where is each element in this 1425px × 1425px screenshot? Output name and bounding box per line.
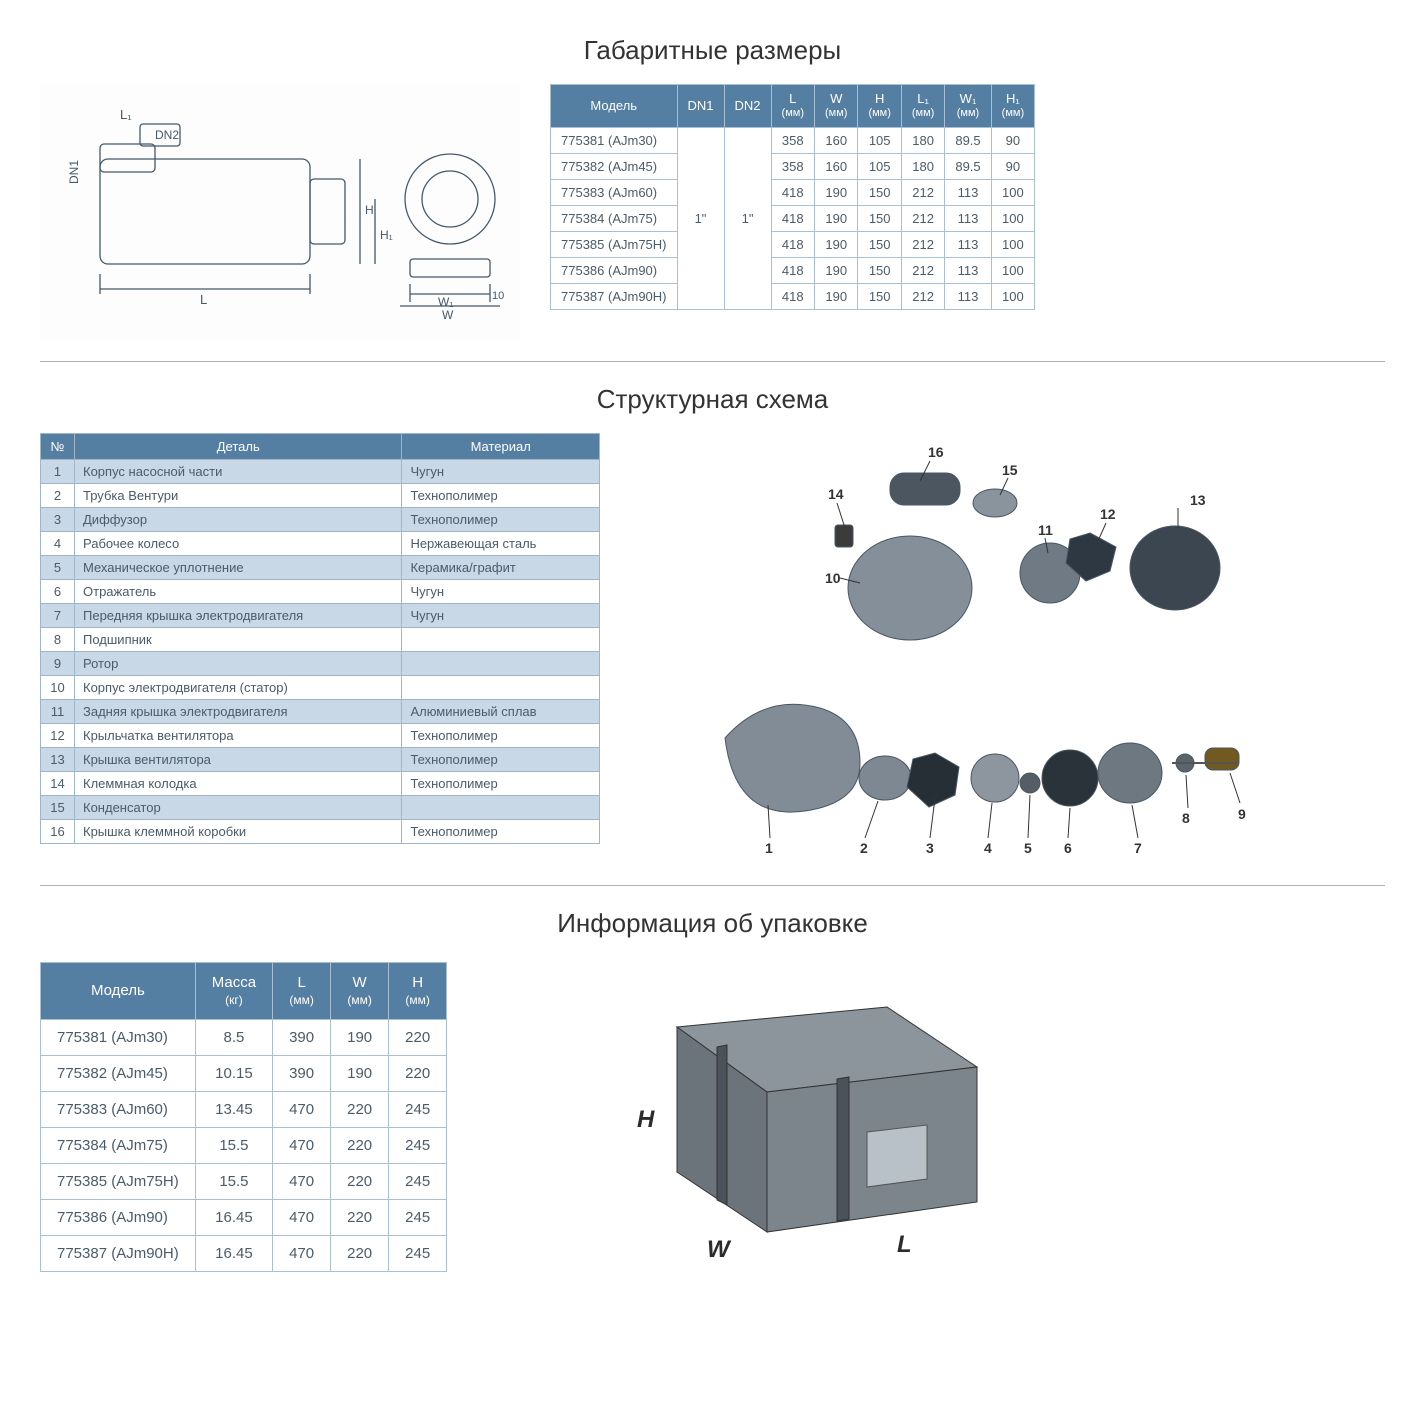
dims-row: 775381 (AJm30)1"1"35816010518089.590 [551,128,1035,154]
divider-1 [40,361,1385,362]
pack-col: W(мм) [331,963,389,1019]
parts-row: 2Трубка ВентуриТехнополимер [41,484,600,508]
divider-2 [40,885,1385,886]
svg-text:2: 2 [860,840,868,856]
parts-row: 4Рабочее колесоНержавеющая сталь [41,532,600,556]
parts-row: 10Корпус электродвигателя (статор) [41,676,600,700]
parts-col: № [41,434,75,460]
svg-text:11: 11 [1038,522,1053,538]
packaging-box-diagram: H W L [567,957,1027,1277]
parts-row: 6ОтражательЧугун [41,580,600,604]
parts-row: 11Задняя крышка электродвигателяАлюминие… [41,700,600,724]
pack-col: Масса(кг) [195,963,272,1019]
parts-col: Деталь [75,434,402,460]
dimensions-drawing: L₁ DN2 DN1 L H H₁ W₁ W 10 [40,84,520,339]
parts-row: 5Механическое уплотнениеКерамика/графит [41,556,600,580]
svg-text:7: 7 [1134,840,1142,856]
dims-row: 775383 (AJm60)418190150212113100 [551,180,1035,206]
packaging-table: МодельМасса(кг)L(мм)W(мм)H(мм) 775381 (A… [40,962,447,1271]
svg-text:5: 5 [1024,840,1032,856]
svg-text:13: 13 [1190,492,1206,508]
svg-text:H: H [637,1106,655,1133]
svg-text:L: L [897,1231,912,1258]
parts-row: 9Ротор [41,652,600,676]
pack-row: 775387 (AJm90H)16.45470220245 [41,1235,447,1271]
parts-row: 8Подшипник [41,628,600,652]
svg-text:8: 8 [1182,810,1190,826]
dims-col: H(мм) [858,85,901,128]
dims-row: 775382 (AJm45)35816010518089.590 [551,154,1035,180]
dims-col: L₁(мм) [901,85,944,128]
svg-text:W₁: W₁ [438,295,453,309]
svg-text:DN1: DN1 [67,160,81,184]
dims-row: 775387 (AJm90H)418190150212113100 [551,284,1035,310]
pack-col: Модель [41,963,196,1019]
dims-col: W₁(мм) [945,85,991,128]
pack-row: 775386 (AJm90)16.45470220245 [41,1199,447,1235]
dims-col: Модель [551,85,678,128]
svg-text:6: 6 [1064,840,1072,856]
parts-row: 1Корпус насосной частиЧугун [41,460,600,484]
pack-col: H(мм) [389,963,447,1019]
svg-text:16: 16 [928,444,944,460]
parts-table: №ДетальМатериал 1Корпус насосной частиЧу… [40,433,600,844]
svg-text:W: W [442,308,454,322]
dims-col: W(мм) [814,85,857,128]
parts-row: 12Крыльчатка вентилятораТехнополимер [41,724,600,748]
svg-text:1: 1 [765,840,773,856]
svg-text:9: 9 [1238,806,1246,822]
parts-row: 15Конденсатор [41,796,600,820]
packaging-title: Информация об упаковке [40,908,1385,939]
dimensions-table: МодельDN1DN2L(мм)W(мм)H(мм)L₁(мм)W₁(мм)H… [550,84,1035,310]
svg-text:10: 10 [825,570,841,586]
pack-row: 775381 (AJm30)8.5390190220 [41,1019,447,1055]
svg-text:L₁: L₁ [120,107,132,122]
pack-row: 775383 (AJm60)13.45470220245 [41,1091,447,1127]
svg-text:H₁: H₁ [380,228,393,242]
svg-text:15: 15 [1002,462,1018,478]
parts-row: 7Передняя крышка электродвигателяЧугун [41,604,600,628]
parts-col: Материал [402,434,600,460]
parts-row: 3ДиффузорТехнополимер [41,508,600,532]
exploded-diagram: 16 14 15 12 13 11 10 1 2 3 4 5 6 7 8 9 [630,433,1270,863]
parts-row: 13Крышка вентилятораТехнополимер [41,748,600,772]
svg-text:3: 3 [926,840,934,856]
svg-text:14: 14 [828,486,844,502]
svg-text:L: L [200,292,207,307]
svg-text:12: 12 [1100,506,1116,522]
dims-col: DN1 [677,85,724,128]
dims-col: H₁(мм) [991,85,1034,128]
parts-row: 16Крышка клеммной коробкиТехнополимер [41,820,600,844]
pack-col: L(мм) [273,963,331,1019]
dims-col: DN2 [724,85,771,128]
dims-col: L(мм) [771,85,814,128]
parts-row: 14Клеммная колодкаТехнополимер [41,772,600,796]
svg-text:DN2: DN2 [155,128,179,142]
pack-row: 775385 (AJm75H)15.5470220245 [41,1163,447,1199]
svg-text:H: H [365,203,374,217]
pack-row: 775384 (AJm75)15.5470220245 [41,1127,447,1163]
dims-row: 775384 (AJm75)418190150212113100 [551,206,1035,232]
pack-row: 775382 (AJm45)10.15390190220 [41,1055,447,1091]
svg-text:4: 4 [984,840,992,856]
svg-text:W: W [707,1236,732,1263]
dims-row: 775385 (AJm75H)418190150212113100 [551,232,1035,258]
dims-row: 775386 (AJm90)418190150212113100 [551,258,1035,284]
dimensions-title: Габаритные размеры [40,35,1385,66]
svg-text:10: 10 [492,290,504,302]
structure-title: Структурная схема [40,384,1385,415]
